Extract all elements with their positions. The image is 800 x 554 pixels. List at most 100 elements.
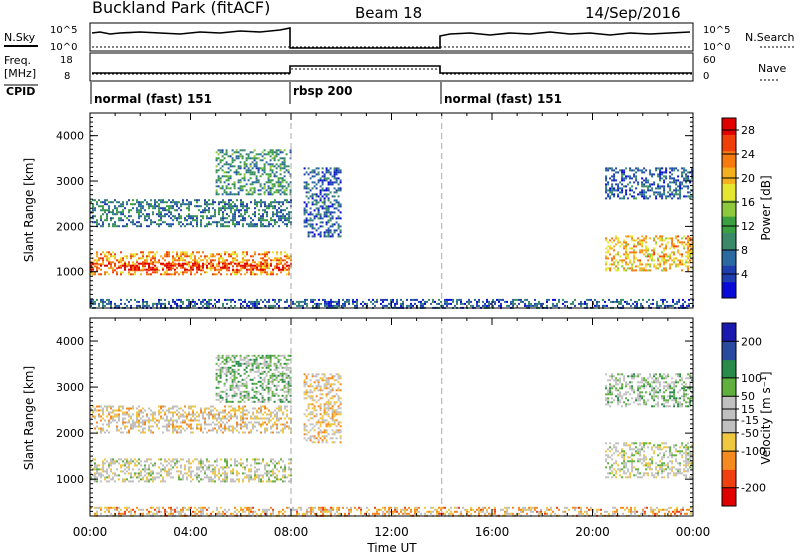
data-cell <box>134 458 136 461</box>
data-cell <box>270 480 272 483</box>
data-cell <box>260 480 262 483</box>
data-cell <box>286 213 288 216</box>
data-cell <box>138 409 140 412</box>
data-cell <box>190 261 192 264</box>
data-cell <box>665 269 668 272</box>
data-cell <box>250 263 252 266</box>
cpid-label: CPID <box>6 85 35 98</box>
data-cell <box>142 262 144 265</box>
data-cell <box>656 300 658 303</box>
data-cell <box>380 298 382 301</box>
data-cell <box>102 474 104 477</box>
data-cell <box>170 225 172 228</box>
data-cell <box>160 474 162 477</box>
data-cell <box>142 304 144 307</box>
data-cell <box>186 268 188 271</box>
data-cell <box>231 360 234 363</box>
data-cell <box>190 417 192 420</box>
data-cell <box>108 300 110 303</box>
data-cell <box>615 259 618 262</box>
data-cell <box>138 205 140 208</box>
data-cell <box>250 431 252 434</box>
data-cell <box>635 187 638 190</box>
data-cell <box>244 413 246 416</box>
data-cell <box>146 413 148 416</box>
data-cell <box>110 253 112 256</box>
data-cell <box>160 415 162 418</box>
data-cell <box>270 273 272 276</box>
data-cell <box>339 231 342 234</box>
data-cell <box>271 185 274 188</box>
data-cell <box>611 185 614 188</box>
data-cell <box>160 458 162 461</box>
data-cell <box>260 407 262 410</box>
data-cell <box>278 217 280 220</box>
data-cell <box>673 193 676 196</box>
data-cell <box>288 255 290 258</box>
data-cell <box>237 380 240 383</box>
data-cell <box>122 407 124 410</box>
data-cell <box>126 407 128 410</box>
data-cell <box>264 427 266 430</box>
data-cell <box>254 267 256 270</box>
data-cell <box>176 298 178 301</box>
data-cell <box>152 266 154 269</box>
data-cell <box>172 273 174 276</box>
data-cell <box>262 476 264 479</box>
data-cell <box>276 462 278 465</box>
data-cell <box>168 205 170 208</box>
data-cell <box>669 167 672 170</box>
data-cell <box>128 415 130 418</box>
data-cell <box>124 458 126 461</box>
data-cell <box>198 261 200 264</box>
data-cell <box>669 255 672 258</box>
data-cell <box>232 431 234 434</box>
data-cell <box>255 179 258 182</box>
data-cell <box>254 251 256 254</box>
data-cell <box>182 253 184 256</box>
data-cell <box>138 225 140 228</box>
data-cell <box>132 413 134 416</box>
data-cell <box>114 225 116 228</box>
data-cell <box>236 223 238 226</box>
data-cell <box>649 173 652 176</box>
data-cell <box>208 267 210 270</box>
data-cell <box>337 209 340 212</box>
data-cell <box>146 259 148 262</box>
data-cell <box>263 183 266 186</box>
data-cell <box>337 233 340 236</box>
data-cell <box>309 177 312 180</box>
data-cell <box>244 466 246 469</box>
data-cell <box>243 161 246 164</box>
data-cell <box>225 378 228 381</box>
data-cell <box>110 417 112 420</box>
data-cell <box>659 191 662 194</box>
data-cell <box>468 298 470 301</box>
data-cell <box>230 207 232 210</box>
data-cell <box>231 400 234 403</box>
data-cell <box>216 223 218 226</box>
data-cell <box>235 171 238 174</box>
data-cell <box>348 300 350 303</box>
data-cell <box>184 411 186 414</box>
data-cell <box>168 462 170 465</box>
data-cell <box>556 302 558 305</box>
data-cell <box>682 304 684 307</box>
data-cell <box>100 263 102 266</box>
data-cell <box>546 304 548 307</box>
data-cell <box>221 354 224 357</box>
data-cell <box>663 257 666 260</box>
data-cell <box>208 211 210 214</box>
data-cell <box>142 201 144 204</box>
data-cell <box>204 199 206 202</box>
data-cell <box>232 217 234 220</box>
data-cell <box>178 470 180 473</box>
cpid-segment-3: normal (fast) 151 <box>444 92 562 106</box>
data-cell <box>611 263 614 266</box>
data-cell <box>679 195 682 198</box>
data-cell <box>633 255 636 258</box>
data-cell <box>633 169 636 172</box>
data-cell <box>232 219 234 222</box>
data-cell <box>112 476 114 479</box>
data-cell <box>248 478 250 481</box>
